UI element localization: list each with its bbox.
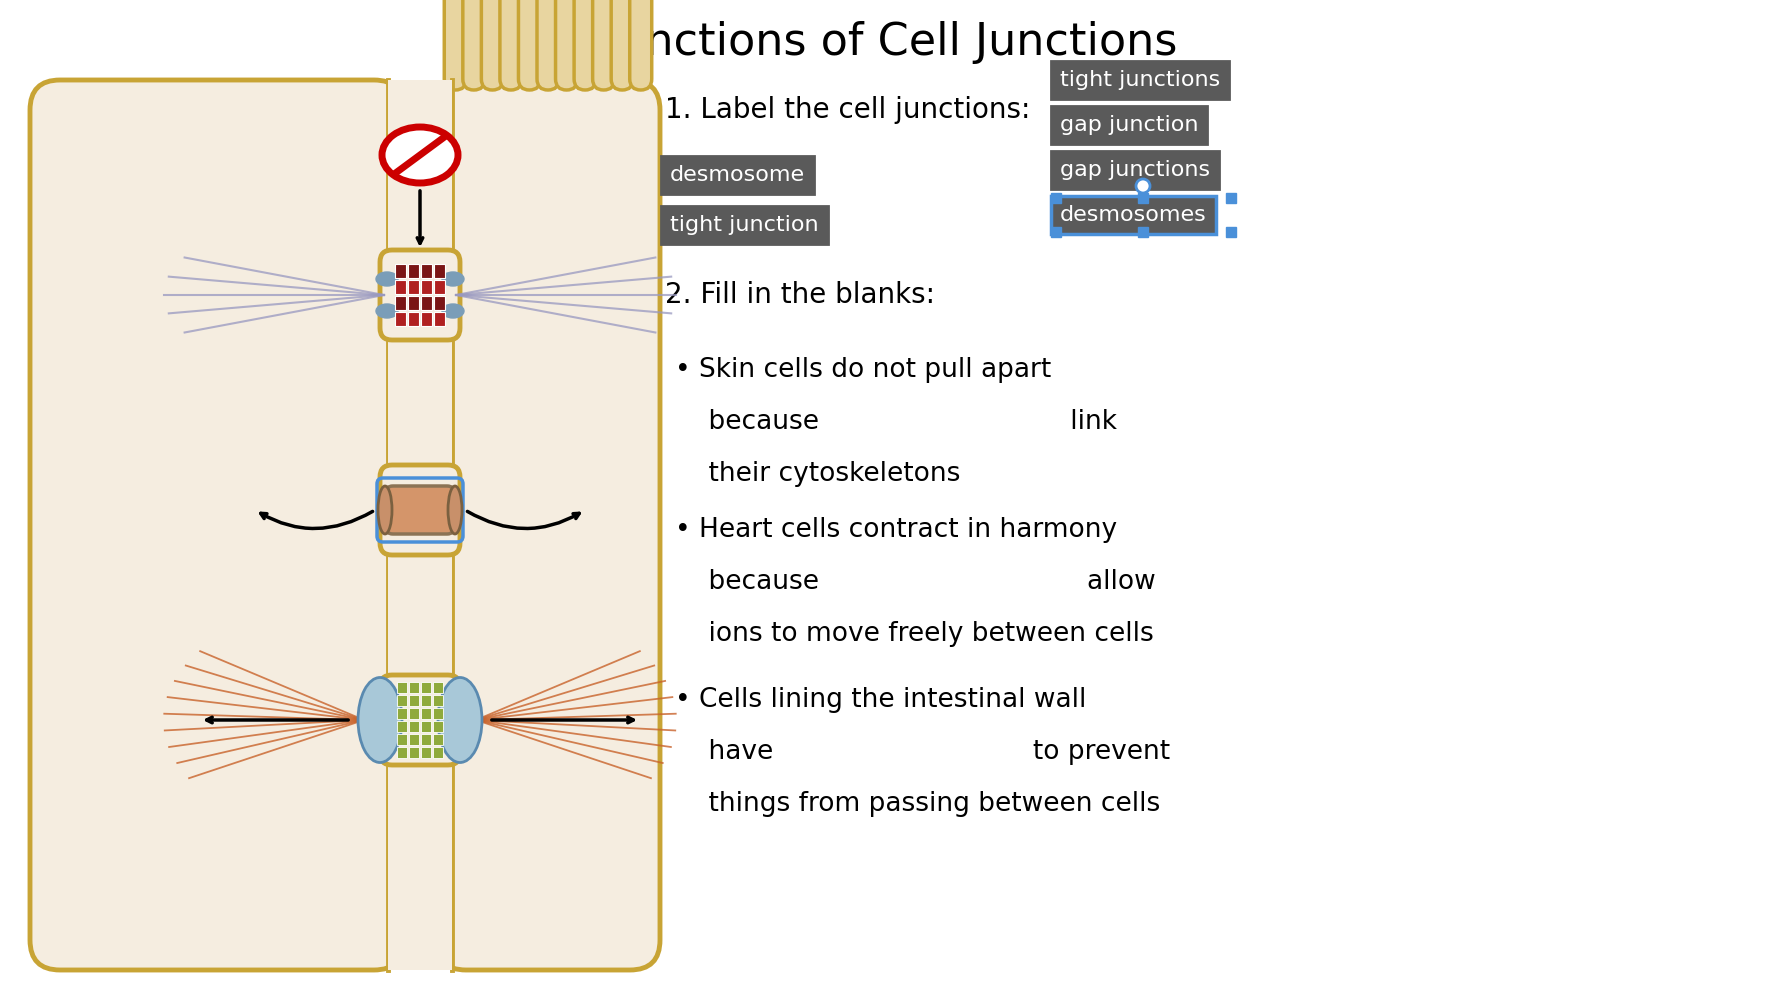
Bar bbox=[1226, 193, 1237, 203]
Bar bbox=[422, 264, 432, 278]
FancyBboxPatch shape bbox=[436, 80, 659, 970]
Ellipse shape bbox=[441, 272, 464, 286]
Text: ions to move freely between cells: ions to move freely between cells bbox=[675, 621, 1154, 647]
FancyBboxPatch shape bbox=[500, 0, 523, 90]
Bar bbox=[409, 734, 418, 745]
Bar bbox=[422, 734, 431, 745]
Text: gap junction: gap junction bbox=[1060, 115, 1198, 135]
FancyBboxPatch shape bbox=[379, 250, 461, 340]
Text: • Skin cells do not pull apart: • Skin cells do not pull apart bbox=[675, 357, 1051, 383]
Ellipse shape bbox=[376, 304, 399, 318]
Text: because                                allow: because allow bbox=[675, 569, 1155, 595]
Bar bbox=[422, 312, 432, 326]
Bar bbox=[432, 682, 443, 693]
Bar bbox=[422, 280, 432, 294]
FancyBboxPatch shape bbox=[445, 0, 466, 90]
Text: 1. Label the cell junctions:: 1. Label the cell junctions: bbox=[664, 96, 1030, 124]
Bar bbox=[434, 296, 445, 310]
Bar bbox=[388, 80, 452, 970]
Bar bbox=[1051, 193, 1061, 203]
Ellipse shape bbox=[438, 678, 482, 762]
FancyBboxPatch shape bbox=[592, 0, 615, 90]
Bar bbox=[422, 721, 431, 732]
Ellipse shape bbox=[441, 304, 464, 318]
Bar bbox=[409, 695, 418, 706]
Text: desmosome: desmosome bbox=[670, 165, 804, 185]
Text: things from passing between cells: things from passing between cells bbox=[675, 791, 1161, 817]
Ellipse shape bbox=[448, 486, 462, 534]
Ellipse shape bbox=[358, 678, 402, 762]
Bar bbox=[1138, 227, 1148, 237]
Bar bbox=[432, 734, 443, 745]
Bar bbox=[422, 695, 431, 706]
Bar bbox=[408, 264, 418, 278]
Bar bbox=[422, 682, 431, 693]
Text: tight junctions: tight junctions bbox=[1060, 70, 1221, 90]
Circle shape bbox=[1136, 179, 1150, 193]
FancyBboxPatch shape bbox=[379, 675, 461, 765]
Text: their cytoskeletons: their cytoskeletons bbox=[675, 461, 960, 487]
Ellipse shape bbox=[377, 486, 392, 534]
Bar bbox=[409, 747, 418, 758]
Bar bbox=[397, 734, 408, 745]
FancyBboxPatch shape bbox=[519, 0, 540, 90]
Text: • Heart cells contract in harmony: • Heart cells contract in harmony bbox=[675, 517, 1116, 543]
Bar bbox=[408, 312, 418, 326]
Bar bbox=[397, 721, 408, 732]
Bar bbox=[432, 721, 443, 732]
Bar bbox=[432, 747, 443, 758]
Bar bbox=[432, 695, 443, 706]
Ellipse shape bbox=[383, 127, 457, 183]
Bar bbox=[434, 312, 445, 326]
Bar bbox=[395, 264, 406, 278]
Text: tight junction: tight junction bbox=[670, 215, 819, 235]
FancyBboxPatch shape bbox=[611, 0, 633, 90]
FancyBboxPatch shape bbox=[537, 0, 558, 90]
Text: have                               to prevent: have to prevent bbox=[675, 739, 1170, 765]
Bar bbox=[395, 296, 406, 310]
Bar bbox=[408, 296, 418, 310]
FancyBboxPatch shape bbox=[482, 0, 503, 90]
Bar bbox=[422, 708, 431, 719]
Text: gap junctions: gap junctions bbox=[1060, 160, 1210, 180]
Bar bbox=[1051, 227, 1061, 237]
Bar bbox=[434, 264, 445, 278]
FancyBboxPatch shape bbox=[385, 486, 455, 534]
Text: 2. Fill in the blanks:: 2. Fill in the blanks: bbox=[664, 281, 936, 309]
Bar bbox=[397, 682, 408, 693]
Bar bbox=[409, 721, 418, 732]
Text: • Cells lining the intestinal wall: • Cells lining the intestinal wall bbox=[675, 687, 1086, 713]
FancyBboxPatch shape bbox=[629, 0, 652, 90]
Text: because                              link: because link bbox=[675, 409, 1116, 435]
FancyBboxPatch shape bbox=[574, 0, 595, 90]
Bar bbox=[1226, 227, 1237, 237]
FancyBboxPatch shape bbox=[30, 80, 404, 970]
Bar bbox=[397, 695, 408, 706]
Bar bbox=[422, 296, 432, 310]
Bar bbox=[397, 708, 408, 719]
Bar bbox=[422, 747, 431, 758]
Bar bbox=[397, 747, 408, 758]
Ellipse shape bbox=[376, 272, 399, 286]
FancyBboxPatch shape bbox=[462, 0, 486, 90]
Bar bbox=[434, 280, 445, 294]
Text: Functions of Cell Junctions: Functions of Cell Junctions bbox=[594, 21, 1178, 64]
Bar bbox=[432, 708, 443, 719]
Text: desmosomes: desmosomes bbox=[1060, 205, 1207, 225]
FancyBboxPatch shape bbox=[379, 465, 461, 555]
Bar bbox=[395, 280, 406, 294]
Bar bbox=[409, 708, 418, 719]
Bar bbox=[395, 312, 406, 326]
Bar bbox=[408, 280, 418, 294]
FancyBboxPatch shape bbox=[556, 0, 578, 90]
Bar bbox=[1138, 193, 1148, 203]
Bar bbox=[409, 682, 418, 693]
